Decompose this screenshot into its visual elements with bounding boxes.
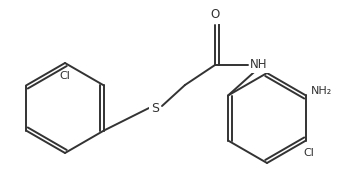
Text: NH: NH [250,59,267,71]
Text: O: O [210,8,220,21]
Text: Cl: Cl [60,71,71,81]
Text: Cl: Cl [303,149,315,158]
Text: S: S [151,101,159,115]
Text: NH₂: NH₂ [311,86,332,97]
